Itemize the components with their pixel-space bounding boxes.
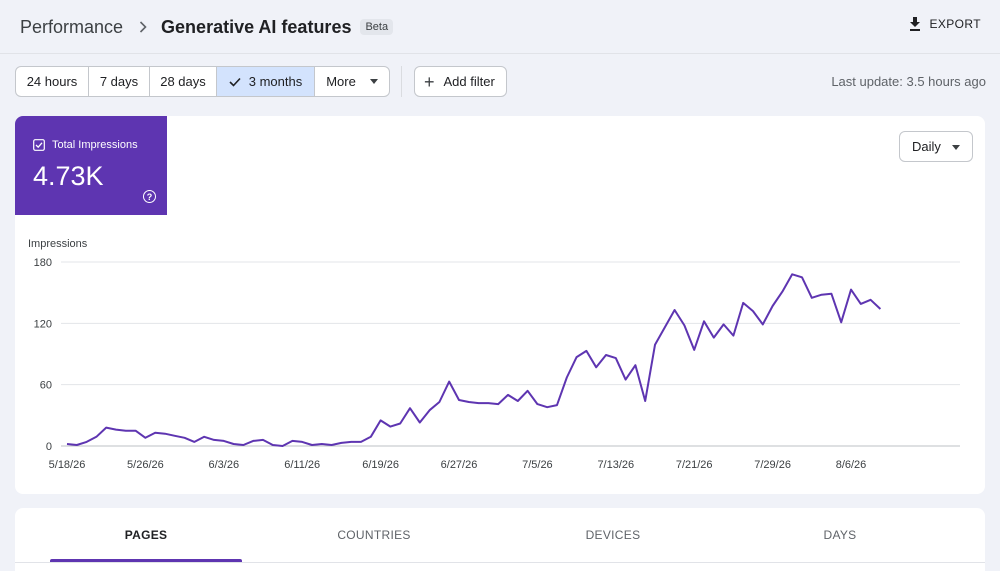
add-filter-label: Add filter bbox=[443, 74, 495, 89]
date-range-selector: 24 hours 7 days 28 days 3 months More bbox=[15, 66, 390, 97]
y-tick-label: 0 bbox=[46, 441, 52, 453]
check-icon bbox=[229, 77, 241, 87]
x-tick-label: 6/19/26 bbox=[362, 459, 399, 471]
range-label: 28 days bbox=[160, 74, 206, 89]
export-button[interactable]: EXPORT bbox=[909, 17, 981, 31]
page-header: Performance Generative AI features Beta bbox=[0, 0, 1000, 54]
metric-label: Total Impressions bbox=[52, 139, 138, 151]
x-tick-label: 5/18/26 bbox=[49, 459, 86, 471]
x-tick-label: 7/5/26 bbox=[522, 459, 553, 471]
range-label: 3 months bbox=[248, 74, 303, 89]
range-3-months-button[interactable]: 3 months bbox=[217, 67, 315, 96]
page-title: Generative AI features bbox=[161, 16, 352, 37]
download-icon bbox=[910, 17, 921, 31]
tab-countries[interactable]: COUNTRIES bbox=[337, 528, 411, 542]
impressions-line-chart: Impressions 0 60 120 180 5/18/26 5/26/26 6/3/26… bbox=[28, 238, 960, 471]
header-divider bbox=[0, 53, 1000, 54]
range-label: 24 hours bbox=[26, 74, 78, 89]
export-label: EXPORT bbox=[929, 17, 981, 31]
caret-down-icon bbox=[369, 79, 378, 84]
x-tick-label: 5/26/26 bbox=[127, 459, 164, 471]
range-7-days-button[interactable]: 7 days bbox=[89, 67, 150, 96]
impressions-series-line bbox=[66, 273, 882, 447]
range-28-days-button[interactable]: 28 days bbox=[150, 67, 217, 96]
breadcrumb-performance[interactable]: Performance bbox=[20, 16, 124, 37]
granularity-label: Daily bbox=[912, 139, 941, 154]
tabs-divider bbox=[15, 562, 985, 563]
y-tick-label: 180 bbox=[34, 257, 52, 269]
x-tick-label: 6/11/26 bbox=[284, 459, 320, 471]
metric-value: 4.73K bbox=[33, 161, 104, 191]
performance-chart-card: Total Impressions 4.73K ? Daily Impressi… bbox=[15, 116, 985, 494]
chevron-right-icon bbox=[139, 21, 147, 33]
plus-icon: + bbox=[424, 71, 435, 92]
x-tick-label: 6/3/26 bbox=[209, 459, 240, 471]
last-update-text: Last update: 3.5 hours ago bbox=[831, 74, 986, 89]
toolbar-divider bbox=[401, 66, 402, 97]
caret-down-icon bbox=[952, 145, 960, 150]
range-label: 7 days bbox=[99, 74, 139, 89]
x-tick-label: 6/27/26 bbox=[441, 459, 478, 471]
active-tab-indicator bbox=[50, 559, 242, 562]
help-icon[interactable]: ? bbox=[143, 190, 156, 203]
y-tick-label: 60 bbox=[40, 380, 52, 392]
x-tick-label: 7/13/26 bbox=[597, 459, 634, 471]
total-impressions-metric[interactable]: Total Impressions 4.73K ? bbox=[15, 116, 167, 215]
dimension-tabs: PAGES COUNTRIES DEVICES DAYS bbox=[15, 508, 985, 571]
y-tick-label: 120 bbox=[34, 318, 52, 330]
more-ranges-button[interactable]: More bbox=[315, 67, 389, 96]
beta-badge: Beta bbox=[360, 19, 394, 35]
x-tick-label: 7/29/26 bbox=[754, 459, 791, 471]
y-axis-title: Impressions bbox=[28, 238, 88, 250]
range-24-hours-button[interactable]: 24 hours bbox=[16, 67, 89, 96]
tab-days[interactable]: DAYS bbox=[823, 528, 857, 542]
tab-devices[interactable]: DEVICES bbox=[585, 528, 641, 542]
add-filter-button[interactable]: + Add filter bbox=[414, 66, 507, 97]
checkbox-checked-icon bbox=[33, 139, 45, 151]
granularity-dropdown[interactable]: Daily bbox=[899, 131, 973, 162]
x-tick-label: 8/6/26 bbox=[836, 459, 867, 471]
x-tick-label: 7/21/26 bbox=[676, 459, 713, 471]
tab-pages[interactable]: PAGES bbox=[124, 528, 168, 542]
more-label: More bbox=[326, 74, 356, 89]
